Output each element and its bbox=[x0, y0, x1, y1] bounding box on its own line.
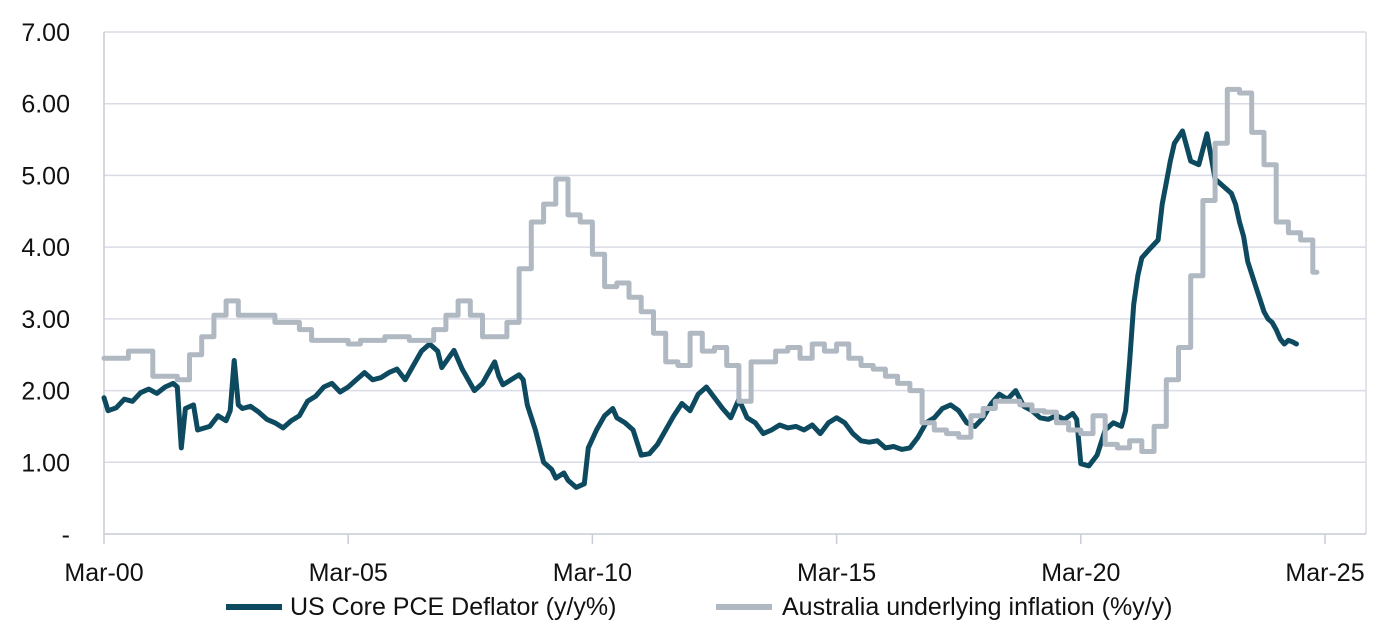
x-tick-label: Mar-25 bbox=[1285, 559, 1364, 587]
y-tick-label: - bbox=[62, 521, 70, 549]
y-tick-label: 7.00 bbox=[21, 19, 70, 47]
y-tick-label: 2.00 bbox=[21, 378, 70, 406]
gridlines bbox=[104, 31, 1366, 464]
x-tick-label: Mar-00 bbox=[64, 559, 143, 587]
series-line-2 bbox=[101, 86, 1320, 454]
x-tick-label: Mar-05 bbox=[309, 559, 388, 587]
x-tick-label: Mar-15 bbox=[797, 559, 876, 587]
x-tick-label: Mar-10 bbox=[553, 559, 632, 587]
series-lines bbox=[101, 86, 1320, 490]
y-tick-label: 4.00 bbox=[21, 234, 70, 262]
legend-label-1: US Core PCE Deflator (y/y%) bbox=[290, 593, 616, 621]
x-axis-ticks: Mar-00 Mar-05 Mar-10 Mar-15 Mar-20 Mar-25 bbox=[64, 534, 1365, 587]
y-tick-label: 6.00 bbox=[21, 91, 70, 119]
x-tick-label: Mar-20 bbox=[1041, 559, 1120, 587]
series-line-1 bbox=[101, 128, 1299, 490]
y-axis-ticks: - 1.00 2.00 3.00 4.00 5.00 6.00 7.00 bbox=[21, 19, 70, 549]
legend-label-2: Australia underlying inflation (%y/y) bbox=[782, 593, 1172, 621]
y-tick-label: 5.00 bbox=[21, 162, 70, 190]
y-tick-label: 3.00 bbox=[21, 306, 70, 334]
legend: US Core PCE Deflator (y/y%) Australia und… bbox=[226, 593, 1172, 621]
y-tick-label: 1.00 bbox=[21, 449, 70, 477]
axes bbox=[103, 32, 1367, 535]
